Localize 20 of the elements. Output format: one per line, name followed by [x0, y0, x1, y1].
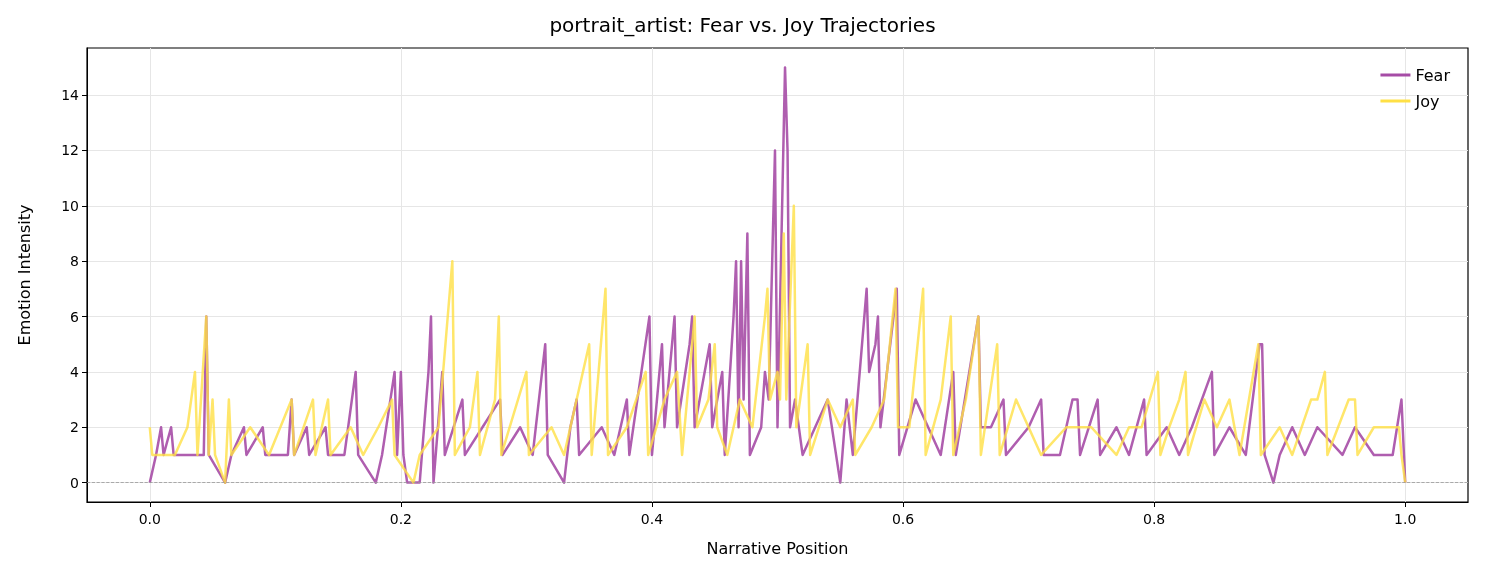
y-tick-label: 4	[70, 363, 80, 380]
x-tick-label: 0.4	[640, 511, 664, 527]
y-tick-label: 14	[61, 87, 80, 104]
y-tick-label: 12	[61, 142, 79, 159]
x-tick-label: 0.2	[389, 511, 412, 527]
x-tick-label: 1.0	[1394, 511, 1417, 527]
line-series	[148, 204, 1407, 484]
x-tick-label: 0.0	[138, 511, 161, 527]
y-tick-label: 2	[70, 419, 79, 436]
x-axis-title: Narrative Position	[706, 538, 849, 558]
y-tick-label: 10	[61, 197, 79, 214]
y-axis-title: Emotion Intensity	[14, 204, 34, 346]
y-tick-label: 6	[70, 308, 80, 325]
legend-label: Fear	[1415, 65, 1451, 85]
chart-title: portrait_artist: Fear vs. Joy Trajectories	[549, 13, 936, 37]
legend-label: Joy	[1414, 91, 1440, 111]
y-tick-label: 0	[70, 474, 79, 491]
y-tick-label: 8	[70, 253, 79, 270]
x-tick-label: 0.6	[891, 511, 915, 527]
x-tick-label: 0.8	[1143, 511, 1166, 527]
